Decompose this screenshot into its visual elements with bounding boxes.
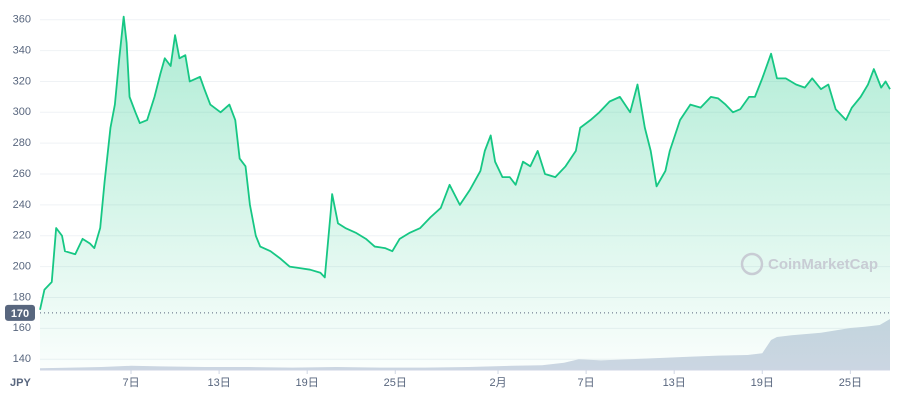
y-tick-label: 240 bbox=[13, 199, 31, 211]
y-tick-label: 300 bbox=[13, 106, 31, 118]
y-tick-label: 200 bbox=[13, 261, 31, 273]
y-tick-label: 180 bbox=[13, 291, 31, 303]
x-tick-label: 7日 bbox=[578, 377, 595, 389]
price-area bbox=[40, 16, 890, 371]
y-tick-label: 340 bbox=[13, 44, 31, 56]
y-tick-label: 280 bbox=[13, 137, 31, 149]
y-tick-label: 260 bbox=[13, 168, 31, 180]
x-tick-label: 25日 bbox=[839, 377, 862, 389]
watermark: CoinMarketCap bbox=[740, 252, 878, 276]
x-tick-label: 13日 bbox=[663, 377, 686, 389]
x-tick-label: 13日 bbox=[207, 377, 230, 389]
x-tick-label: 7日 bbox=[122, 377, 139, 389]
reference-badge bbox=[5, 304, 35, 321]
x-tick-label: 19日 bbox=[296, 377, 319, 389]
y-tick-label: 360 bbox=[13, 14, 31, 26]
y-tick-label: 140 bbox=[13, 353, 31, 365]
currency-label: JPY bbox=[10, 377, 31, 389]
x-tick-label: 25日 bbox=[384, 377, 407, 389]
reference-label: 170 bbox=[11, 308, 29, 320]
x-tick-label: 19日 bbox=[751, 377, 774, 389]
x-tick-label: 2月 bbox=[489, 377, 506, 389]
watermark-text: CoinMarketCap bbox=[768, 256, 878, 273]
y-tick-label: 320 bbox=[13, 75, 31, 87]
y-tick-label: 160 bbox=[13, 322, 31, 334]
y-tick-label: 220 bbox=[13, 230, 31, 242]
price-line bbox=[39, 15, 891, 311]
